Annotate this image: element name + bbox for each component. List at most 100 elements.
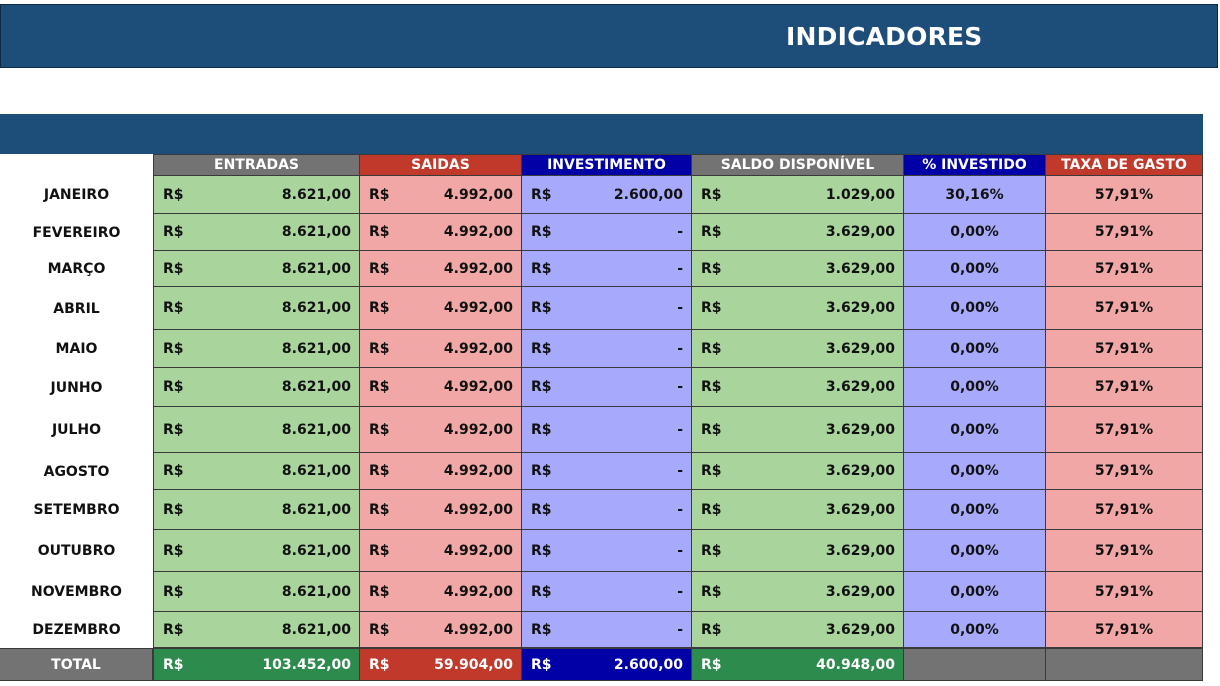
cell-investido[interactable]: 0,00% <box>904 251 1046 287</box>
cell-entradas[interactable]: R$ 8.621,00 <box>153 530 360 572</box>
cell-taxa[interactable]: 57,91% <box>1046 176 1203 214</box>
cell-saldo[interactable]: R$ 3.629,00 <box>692 612 904 648</box>
cell-entradas[interactable]: R$ 8.621,00 <box>153 572 360 612</box>
cell-investido[interactable]: 30,16% <box>904 176 1046 214</box>
cell-saldo[interactable]: R$ 3.629,00 <box>692 407 904 453</box>
column-header-label: INVESTIMENTO <box>547 157 666 173</box>
cell-entradas[interactable]: R$ 8.621,00 <box>153 612 360 648</box>
currency-symbol: R$ <box>163 379 184 395</box>
cell-saldo[interactable]: R$ 3.629,00 <box>692 530 904 572</box>
cell-investido[interactable]: 0,00% <box>904 530 1046 572</box>
cell-value: 0,00% <box>950 340 999 357</box>
cell-entradas[interactable]: R$ 8.621,00 <box>153 407 360 453</box>
cell-investido[interactable]: 0,00% <box>904 407 1046 453</box>
cell-investido[interactable]: 0,00% <box>904 612 1046 648</box>
cell-investimento[interactable]: R$ - <box>522 572 692 612</box>
cell-value: - <box>677 542 683 559</box>
cell-investido[interactable]: 0,00% <box>904 490 1046 530</box>
cell-taxa[interactable]: 57,91% <box>1046 572 1203 612</box>
column-header-label: SALDO DISPONÍVEL <box>720 157 875 173</box>
column-header-taxa: TAXA DE GASTO <box>1046 154 1203 176</box>
cell-entradas[interactable]: R$ 8.621,00 <box>153 368 360 407</box>
cell-investido[interactable]: 0,00% <box>904 330 1046 368</box>
cell-saidas[interactable]: R$ 4.992,00 <box>360 612 522 648</box>
cell-taxa[interactable]: 57,91% <box>1046 453 1203 490</box>
cell-investimento[interactable]: R$ - <box>522 287 692 330</box>
total-entradas[interactable]: R$ 103.452,00 <box>153 648 360 681</box>
cell-taxa[interactable]: 57,91% <box>1046 330 1203 368</box>
cell-investimento[interactable]: R$ - <box>522 530 692 572</box>
cell-investimento[interactable]: R$ - <box>522 612 692 648</box>
cell-investimento[interactable]: R$ - <box>522 330 692 368</box>
total-saldo[interactable]: R$ 40.948,00 <box>692 648 904 681</box>
cell-entradas[interactable]: R$ 8.621,00 <box>153 330 360 368</box>
cell-value: 4.992,00 <box>443 224 513 240</box>
cell-saidas[interactable]: R$ 4.992,00 <box>360 214 522 251</box>
total-value: 59.904,00 <box>434 656 513 673</box>
cell-value: 4.992,00 <box>443 379 513 395</box>
cell-saidas[interactable]: R$ 4.992,00 <box>360 453 522 490</box>
currency-symbol: R$ <box>531 300 552 316</box>
cell-saldo[interactable]: R$ 3.629,00 <box>692 572 904 612</box>
cell-value: 57,91% <box>1094 300 1154 316</box>
cell-entradas[interactable]: R$ 8.621,00 <box>153 251 360 287</box>
cell-saidas[interactable]: R$ 4.992,00 <box>360 330 522 368</box>
total-investido[interactable] <box>904 648 1046 681</box>
cell-taxa[interactable]: 57,91% <box>1046 612 1203 648</box>
title-bar: INDICADORES <box>0 4 1218 68</box>
cell-saidas[interactable]: R$ 4.992,00 <box>360 176 522 214</box>
cell-saidas[interactable]: R$ 4.992,00 <box>360 530 522 572</box>
cell-saldo[interactable]: R$ 3.629,00 <box>692 287 904 330</box>
cell-investido[interactable]: 0,00% <box>904 453 1046 490</box>
cell-entradas[interactable]: R$ 8.621,00 <box>153 214 360 251</box>
cell-investido[interactable]: 0,00% <box>904 287 1046 330</box>
cell-entradas[interactable]: R$ 8.621,00 <box>153 287 360 330</box>
cell-taxa[interactable]: 57,91% <box>1046 368 1203 407</box>
cell-investimento[interactable]: R$ - <box>522 407 692 453</box>
cell-value: 0,00% <box>950 621 999 638</box>
cell-saidas[interactable]: R$ 4.992,00 <box>360 490 522 530</box>
cell-saldo[interactable]: R$ 3.629,00 <box>692 490 904 530</box>
cell-value: 8.621,00 <box>281 224 351 240</box>
cell-investimento[interactable]: R$ - <box>522 251 692 287</box>
cell-value: 0,00% <box>950 224 999 240</box>
currency-symbol: R$ <box>369 621 390 638</box>
cell-investido[interactable]: 0,00% <box>904 214 1046 251</box>
cell-saldo[interactable]: R$ 3.629,00 <box>692 251 904 287</box>
currency-symbol: R$ <box>701 260 722 277</box>
cell-saidas[interactable]: R$ 4.992,00 <box>360 572 522 612</box>
cell-investimento[interactable]: R$ - <box>522 453 692 490</box>
column-header-label: TAXA DE GASTO <box>1061 157 1187 173</box>
cell-value: 0,00% <box>950 260 999 277</box>
cell-investimento[interactable]: R$ - <box>522 490 692 530</box>
cell-saldo[interactable]: R$ 3.629,00 <box>692 453 904 490</box>
cell-investimento[interactable]: R$ - <box>522 214 692 251</box>
currency-symbol: R$ <box>163 300 184 316</box>
cell-saidas[interactable]: R$ 4.992,00 <box>360 407 522 453</box>
cell-entradas[interactable]: R$ 8.621,00 <box>153 176 360 214</box>
cell-saldo[interactable]: R$ 3.629,00 <box>692 368 904 407</box>
cell-taxa[interactable]: 57,91% <box>1046 214 1203 251</box>
cell-taxa[interactable]: 57,91% <box>1046 287 1203 330</box>
cell-investimento[interactable]: R$ - <box>522 368 692 407</box>
cell-taxa[interactable]: 57,91% <box>1046 530 1203 572</box>
cell-taxa[interactable]: 57,91% <box>1046 407 1203 453</box>
cell-entradas[interactable]: R$ 8.621,00 <box>153 453 360 490</box>
currency-symbol: R$ <box>531 421 552 438</box>
cell-investido[interactable]: 0,00% <box>904 572 1046 612</box>
cell-saidas[interactable]: R$ 4.992,00 <box>360 287 522 330</box>
cell-saidas[interactable]: R$ 4.992,00 <box>360 368 522 407</box>
cell-investido[interactable]: 0,00% <box>904 368 1046 407</box>
cell-taxa[interactable]: 57,91% <box>1046 251 1203 287</box>
total-saidas[interactable]: R$ 59.904,00 <box>360 648 522 681</box>
cell-saldo[interactable]: R$ 1.029,00 <box>692 176 904 214</box>
cell-saldo[interactable]: R$ 3.629,00 <box>692 214 904 251</box>
cell-taxa[interactable]: 57,91% <box>1046 490 1203 530</box>
currency-symbol: R$ <box>369 463 390 479</box>
total-investimento[interactable]: R$ 2.600,00 <box>522 648 692 681</box>
cell-saldo[interactable]: R$ 3.629,00 <box>692 330 904 368</box>
total-taxa[interactable] <box>1046 648 1203 681</box>
cell-investimento[interactable]: R$ 2.600,00 <box>522 176 692 214</box>
cell-saidas[interactable]: R$ 4.992,00 <box>360 251 522 287</box>
cell-entradas[interactable]: R$ 8.621,00 <box>153 490 360 530</box>
